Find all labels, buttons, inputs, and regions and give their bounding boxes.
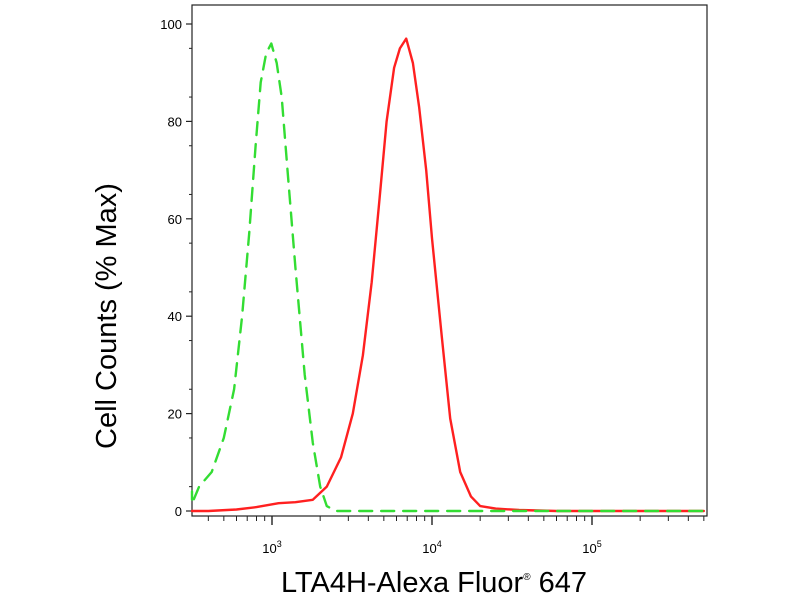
plot-frame [191,4,708,517]
y-tick-label: 40 [168,309,182,324]
series-line-0 [190,37,705,513]
y-axis-title: Cell Counts (% Max) [91,183,123,449]
y-tick-label: 100 [160,17,182,32]
y-axis: 0 20 40 60 80 100 [160,17,192,519]
y-tick-label: 20 [168,407,182,422]
x-tick-label: 103 [262,539,281,556]
y-tick-label: 80 [168,114,182,129]
x-tick-label: 105 [582,539,601,556]
series-line-1 [190,42,705,513]
x-axis-title: LTA4H-Alexa Fluor® 647 [281,567,587,599]
y-tick-label: 60 [168,212,182,227]
x-tick-label: 104 [422,539,441,556]
series-layer [190,37,705,513]
x-axis: 103 104 105 [207,516,705,556]
y-tick-label: 0 [175,504,182,519]
